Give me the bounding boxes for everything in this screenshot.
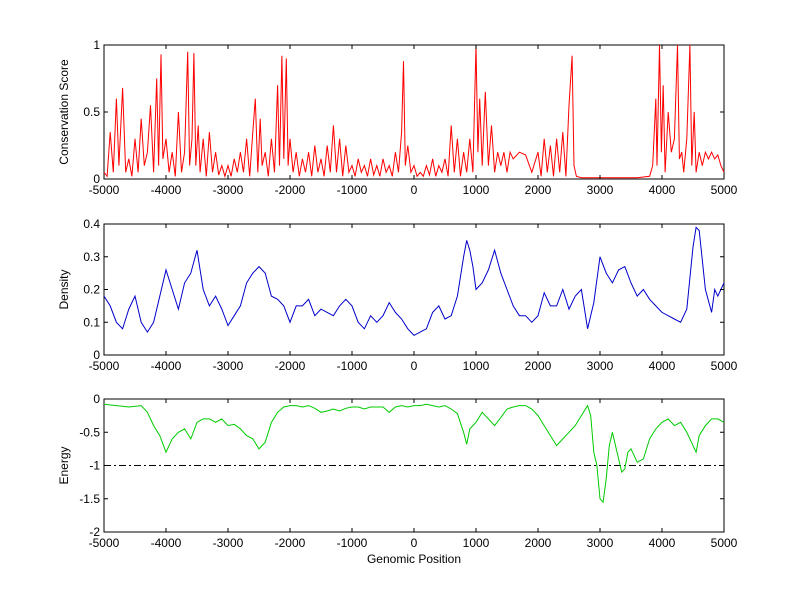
y-tick-label: -0.5: [79, 425, 100, 439]
y-axis-label: Density: [57, 269, 71, 309]
x-tick-label: -5000: [89, 183, 120, 197]
y-tick-label: 0.2: [83, 283, 100, 297]
x-tick-label: 1000: [463, 536, 490, 550]
chart-panel-1: -5000 -4000 -3000 -2000 -1000 0 1000 2000 3000 40…: [57, 38, 738, 197]
x-tick-label: -4000: [151, 536, 182, 550]
y-tick-label: 1: [93, 38, 100, 52]
x-tick-label: 4000: [649, 183, 676, 197]
x-tick-label: 0: [411, 359, 418, 373]
y-tick-label: 0.1: [83, 315, 100, 329]
x-tick-label: 2000: [525, 359, 552, 373]
x-tick-label: -1000: [337, 183, 368, 197]
y-axis-label: Energy: [57, 446, 71, 484]
y-tick-label: 0.5: [83, 105, 100, 119]
x-tick-label: -3000: [213, 536, 244, 550]
y-tick-label: 0: [93, 172, 100, 186]
x-tick-label: 5000: [711, 536, 738, 550]
y-tick-label: -1.5: [79, 492, 100, 506]
x-tick-label: -4000: [151, 183, 182, 197]
y-tick-label: -1: [89, 459, 100, 473]
x-tick-label: -1000: [337, 359, 368, 373]
x-tick-label: 1000: [463, 359, 490, 373]
x-tick-label: 4000: [649, 536, 676, 550]
x-tick-label: -3000: [213, 359, 244, 373]
x-tick-label: -2000: [275, 183, 306, 197]
y-tick-label: -2: [89, 525, 100, 539]
x-tick-label: 2000: [525, 183, 552, 197]
y-tick-label: 0.3: [83, 250, 100, 264]
x-axis-label: Genomic Position: [367, 552, 461, 566]
x-tick-label: 2000: [525, 536, 552, 550]
y-tick-label: 0: [93, 392, 100, 406]
x-tick-label: -1000: [337, 536, 368, 550]
plot-area: [103, 44, 725, 180]
x-tick-label: 3000: [587, 183, 614, 197]
x-tick-label: 3000: [587, 359, 614, 373]
chart-panel-3: -5000 -4000 -3000 -2000 -1000 0 1000 2000 3000 40…: [57, 392, 738, 566]
x-tick-label: -2000: [275, 359, 306, 373]
chart-panel-2: -5000 -4000 -3000 -2000 -1000 0 1000 2000 3000 40…: [57, 217, 738, 373]
x-tick-label: -3000: [213, 183, 244, 197]
x-tick-label: 5000: [711, 359, 738, 373]
y-axis-label: Conservation Score: [57, 59, 71, 165]
x-tick-label: -4000: [151, 359, 182, 373]
x-tick-label: 4000: [649, 359, 676, 373]
x-tick-label: -2000: [275, 536, 306, 550]
plot-area: [103, 223, 725, 356]
y-tick-label: 0.4: [83, 217, 100, 231]
series-line: [103, 226, 725, 337]
x-tick-label: 5000: [711, 183, 738, 197]
x-tick-label: -5000: [89, 536, 120, 550]
series-line: [103, 403, 725, 504]
x-tick-label: -5000: [89, 359, 120, 373]
x-tick-label: 1000: [463, 183, 490, 197]
x-tick-label: 0: [411, 536, 418, 550]
y-tick-label: 0: [93, 348, 100, 362]
x-tick-label: 3000: [587, 536, 614, 550]
x-tick-label: 0: [411, 183, 418, 197]
